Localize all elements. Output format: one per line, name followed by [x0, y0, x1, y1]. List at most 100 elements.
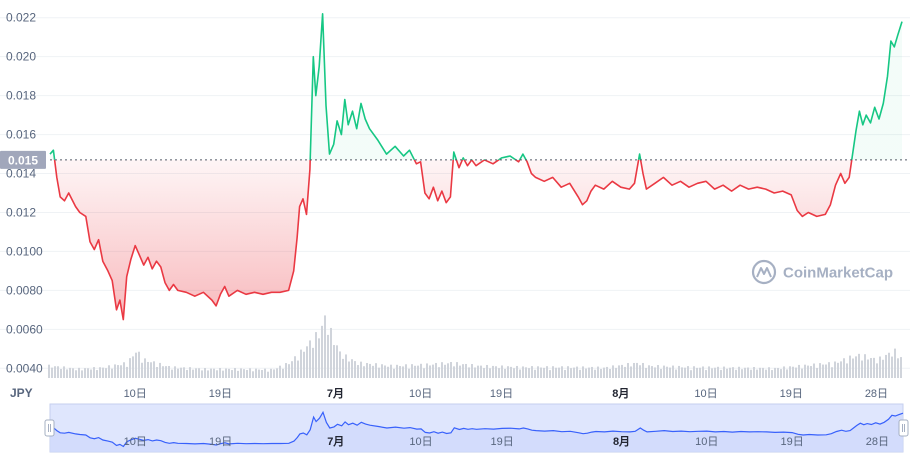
volume-bar — [777, 367, 779, 378]
volume-bar — [444, 364, 446, 378]
volume-bar — [489, 368, 491, 378]
volume-bar — [846, 363, 848, 378]
volume-bar — [774, 367, 776, 378]
volume-bar — [270, 368, 272, 378]
volume-bar — [726, 368, 728, 378]
volume-bar — [213, 368, 215, 378]
volume-bar — [645, 367, 647, 378]
volume-bar — [381, 364, 383, 378]
volume-bar — [183, 367, 185, 378]
volume-bar — [366, 362, 368, 378]
volume-bar — [294, 356, 296, 378]
volume-bar — [792, 366, 794, 378]
volume-bar — [780, 369, 782, 378]
volume-bar — [663, 365, 665, 378]
overview-handle-right[interactable] — [898, 419, 909, 437]
volume-bar — [204, 367, 206, 378]
volume-bar — [753, 366, 755, 378]
volume-bar — [786, 369, 788, 378]
volume-bar — [159, 362, 161, 378]
volume-bar — [882, 359, 884, 378]
volume-bar — [813, 363, 815, 378]
volume-bar — [390, 364, 392, 378]
volume-bar — [684, 367, 686, 378]
volume-bar — [348, 361, 350, 378]
volume-bar — [516, 365, 518, 378]
volume-bar — [720, 369, 722, 378]
volume-bar — [393, 368, 395, 378]
volume-bar — [258, 369, 260, 378]
volume-bar — [282, 368, 284, 378]
volume-bar — [432, 364, 434, 378]
volume-bar — [768, 367, 770, 378]
volume-bar — [732, 367, 734, 378]
volume-bar — [648, 365, 650, 378]
volume-bar — [627, 363, 629, 378]
volume-bar — [606, 366, 608, 378]
y-tick-label: 0.012 — [6, 205, 36, 219]
volume-bar — [96, 370, 98, 378]
volume-bar — [291, 361, 293, 378]
y-tick-label: 0.016 — [6, 128, 36, 142]
volume-bar — [708, 366, 710, 378]
overview-label: 19日 — [490, 436, 513, 448]
volume-bar — [105, 368, 107, 378]
volume-bar — [375, 363, 377, 378]
volume-bar — [468, 367, 470, 378]
volume-bar — [564, 369, 566, 378]
volume-bar — [603, 367, 605, 378]
volume-bar — [411, 364, 413, 378]
volume-bar — [543, 367, 545, 378]
volume-bar — [324, 315, 326, 378]
volume-bar — [600, 368, 602, 378]
watermark-text: CoinMarketCap — [783, 265, 893, 282]
volume-bar — [555, 367, 557, 378]
currency-label: JPY — [10, 386, 33, 400]
volume-bar — [84, 368, 86, 378]
reference-tag — [0, 150, 46, 169]
volume-bar — [888, 352, 890, 378]
overview-handle-left[interactable] — [44, 419, 55, 437]
volume-bar — [567, 366, 569, 378]
volume-bar — [225, 368, 227, 378]
volume-bar — [138, 351, 140, 378]
volume-bar — [147, 361, 149, 378]
volume-bar — [711, 368, 713, 378]
volume-bar — [447, 363, 449, 378]
volume-bar — [192, 369, 194, 378]
volume-bar — [687, 366, 689, 378]
volume-bar — [840, 361, 842, 378]
volume-bar — [831, 367, 833, 378]
volume-bar — [423, 368, 425, 378]
volume-bar — [573, 367, 575, 378]
volume-bar — [669, 367, 671, 378]
volume-bar — [552, 366, 554, 378]
x-tick-label: 19日 — [490, 388, 513, 400]
volume-bar — [657, 365, 659, 378]
volume-bar — [408, 368, 410, 378]
volume-bar — [228, 368, 230, 378]
y-tick-label: 0.0060 — [6, 322, 43, 336]
volume-bar — [399, 366, 401, 378]
volume-bar — [117, 365, 119, 378]
volume-bar — [51, 367, 53, 378]
x-tick-label: 28日 — [865, 388, 888, 400]
volume-bar — [870, 358, 872, 378]
volume-bar — [48, 364, 50, 378]
volume-bar — [675, 369, 677, 378]
volume-bar — [480, 365, 482, 378]
volume-bar — [900, 357, 902, 378]
volume-bar — [453, 366, 455, 378]
volume-bar — [741, 369, 743, 378]
volume-bar — [621, 364, 623, 378]
y-tick-label: 0.0080 — [6, 283, 43, 297]
volume-bar — [885, 354, 887, 378]
volume-bar — [66, 369, 68, 378]
volume-bar — [288, 364, 290, 378]
volume-bar — [825, 364, 827, 378]
volume-bar — [156, 366, 158, 378]
overview-label: 10日 — [124, 436, 147, 448]
volume-bar — [180, 367, 182, 378]
volume-bar — [879, 356, 881, 378]
volume-bar — [354, 361, 356, 378]
